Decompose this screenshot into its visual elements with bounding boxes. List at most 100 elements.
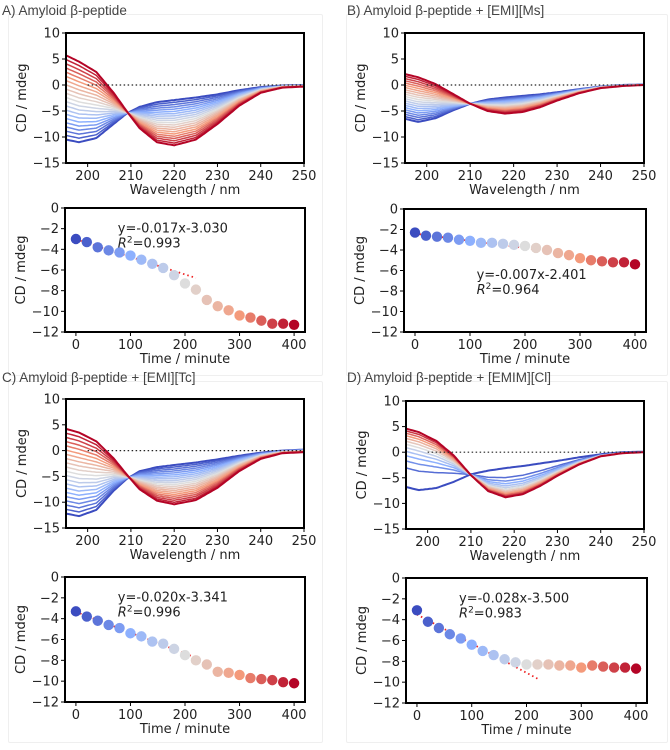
panel-a-spectrum-xlabel: Wavelength / nm — [130, 183, 241, 198]
panel-b-curves — [405, 73, 644, 123]
panel-b-spectrum-chart: 200 210 220 230 240 250 10 5 0 −5 −10 −15 Wavelength… — [354, 27, 656, 199]
panel-c-data-point — [136, 631, 147, 642]
panel-d-fit-equation: y=-0.028x-3.500 — [459, 592, 569, 607]
panel-d-kinetics-ytick-label: −6 — [381, 634, 400, 649]
panel-c-curves — [66, 427, 304, 518]
panel-d-kinetics-xtick-label: 100 — [459, 709, 484, 724]
panel-c-data-point — [114, 622, 125, 634]
panel-b-data-point — [431, 231, 443, 242]
panel-b-spectrum-ytick-label: −15 — [372, 157, 399, 172]
panel-a-spectrum-ytick-label: 10 — [43, 27, 60, 42]
panel-b-kinetics-xtick-label: 0 — [411, 338, 419, 353]
panel-c-kinetics-xtick-label: 0 — [72, 708, 80, 723]
panel-a-kinetics-xtick-label: 100 — [118, 338, 143, 353]
panel-c-spectrum-chart: 200 210 220 230 240 250 10 5 0 −5 −10 −15 Wavelength… — [15, 393, 316, 564]
panel-d-box — [346, 381, 668, 743]
panel-d-data-point — [521, 659, 532, 670]
panel-c-data-point — [288, 678, 300, 689]
panel-c-kinetics-xtick-label: 100 — [118, 708, 143, 723]
panel-d-data-point — [510, 657, 521, 668]
panel-a-data-point — [125, 250, 136, 261]
panel-c-data-point — [125, 628, 136, 639]
panel-b-data-point — [585, 255, 597, 266]
panel-c-spectrum-xtick-label: 230 — [205, 534, 230, 549]
panel-c-kinetics-ytick-label: −10 — [32, 675, 59, 690]
panel-c-data-point — [267, 674, 278, 686]
panel-a-data-point — [256, 315, 267, 326]
panel-c-spectrum-xtick-label: 250 — [292, 534, 317, 549]
panel-d-data-point — [532, 659, 543, 670]
panel-d-r-squared: R2=0.983 — [459, 606, 522, 622]
panel-a-spectrum-xtick-label: 240 — [248, 169, 273, 184]
panel-b-kinetics-ytick-label: −8 — [379, 285, 398, 300]
panel-b-kinetics-ytick-label: −2 — [379, 223, 398, 238]
panel-d-spectrum-curve — [406, 427, 644, 499]
panel-d-spectrum-ytick-label: −15 — [373, 523, 400, 538]
panel-b-data-point — [420, 230, 432, 241]
panel-b-data-point — [508, 239, 520, 251]
panel-b-spectrum-xtick-label: 230 — [545, 169, 570, 184]
panel-c-data-point — [147, 636, 158, 647]
panel-c-spectrum-xlabel: Wavelength / nm — [130, 548, 241, 563]
panel-a-kinetics-xtick-label: 200 — [173, 338, 198, 353]
panel-d-data-point — [433, 622, 445, 634]
panel-a-data-point — [234, 310, 245, 321]
panel-d-data-point — [422, 616, 434, 627]
panel-c-fit-line — [75, 610, 197, 659]
panel-a-kinetics-ytick-label: −8 — [40, 284, 59, 299]
panel-c-spectrum-ylabel: CD / mdeg — [15, 429, 30, 498]
panel-c-spectrum-ytick-label: −10 — [33, 496, 60, 511]
panel-c-spectrum-ytick-label: −5 — [41, 470, 60, 485]
panel-a-data-point — [157, 262, 169, 274]
panel-a-kinetics-ylabel: CD / mdeg — [14, 236, 29, 305]
panel-d-data-point — [630, 663, 642, 674]
panel-d-data-point — [488, 649, 499, 661]
panel-d-fit-line — [416, 613, 538, 680]
panel-b-kinetics-ytick-label: 0 — [390, 203, 398, 218]
panel-a-spectrum-ytick-label: −15 — [33, 157, 60, 172]
panel-d-spectrum-ylabel: CD / mdeg — [355, 431, 370, 500]
panel-d-curves — [406, 427, 644, 499]
panel-a-data-point — [103, 245, 114, 256]
panel-a-spectrum-ytick-label: −5 — [41, 105, 60, 120]
panel-d-kinetics-xtick-label: 300 — [569, 709, 594, 724]
panel-b-spectrum-ytick-label: −5 — [380, 105, 399, 120]
panel-b-spectrum-xlabel: Wavelength / nm — [469, 183, 580, 198]
panel-c-data-point — [256, 673, 267, 685]
panel-b-data-point — [409, 227, 421, 238]
panel-c-kinetics-chart: 0 100 200 300 400 0 −2 −4 −6 −8 −10 −12 Time / minut… — [14, 571, 307, 738]
panel-c-kinetics-xlabel: Time / minute — [139, 722, 230, 737]
panel-d-spectrum-ytick-label: −10 — [373, 497, 400, 512]
panel-b-fit-equation: y=-0.007x-2.401 — [477, 268, 587, 283]
panel-c-fit-equation: y=-0.020x-3.341 — [118, 591, 228, 606]
panel-d-spectrum-xtick-label: 200 — [415, 535, 440, 550]
panel-a-r-squared: R2=0.993 — [118, 235, 181, 251]
panel-d-kinetics-ytick-label: −4 — [381, 613, 400, 628]
panel-c-kinetics-ytick-label: −4 — [40, 612, 59, 627]
panel-b-spectrum-xtick-label: 240 — [588, 169, 613, 184]
panel-b-spectrum-ytick-label: 5 — [391, 53, 399, 68]
panel-a-spectrum-frame — [65, 32, 305, 164]
panel-d-data-point — [444, 629, 456, 640]
panel-d-kinetics-xtick-label: 200 — [514, 709, 539, 724]
panel-d-data-point — [411, 605, 423, 616]
panel-d-kinetics-ylabel: CD / mdeg — [355, 606, 370, 675]
panel-c-spectrum-ytick-label: 5 — [52, 418, 60, 433]
panel-d-spectrum-ytick-label: 10 — [383, 395, 400, 410]
panel-a-kinetics-xtick-label: 400 — [282, 338, 307, 353]
panel-c-r-squared: R2=0.996 — [118, 605, 181, 621]
panel-b-spectrum-ytick-label: 10 — [382, 27, 399, 42]
panel-a-kinetics-xtick-label: 300 — [227, 338, 252, 353]
panel-a-data-point — [201, 294, 213, 306]
panel-a-data-point — [92, 242, 103, 253]
panel-c-kinetics-ylabel: CD / mdeg — [14, 605, 29, 674]
panel-b-data-point — [629, 259, 641, 270]
panel-d-data-point — [576, 662, 587, 673]
panel-d-kinetics-ytick-label: −10 — [373, 676, 400, 691]
panel-c-spectrum-ytick-label: 0 — [52, 444, 60, 459]
panel-c-data-point — [179, 649, 191, 661]
panel-b-data-point — [464, 235, 476, 246]
panel-a-kinetics-ytick-label: 0 — [51, 202, 59, 217]
panel-c-data-point — [245, 672, 256, 684]
panel-b-kinetics-xtick-label: 400 — [623, 338, 648, 353]
